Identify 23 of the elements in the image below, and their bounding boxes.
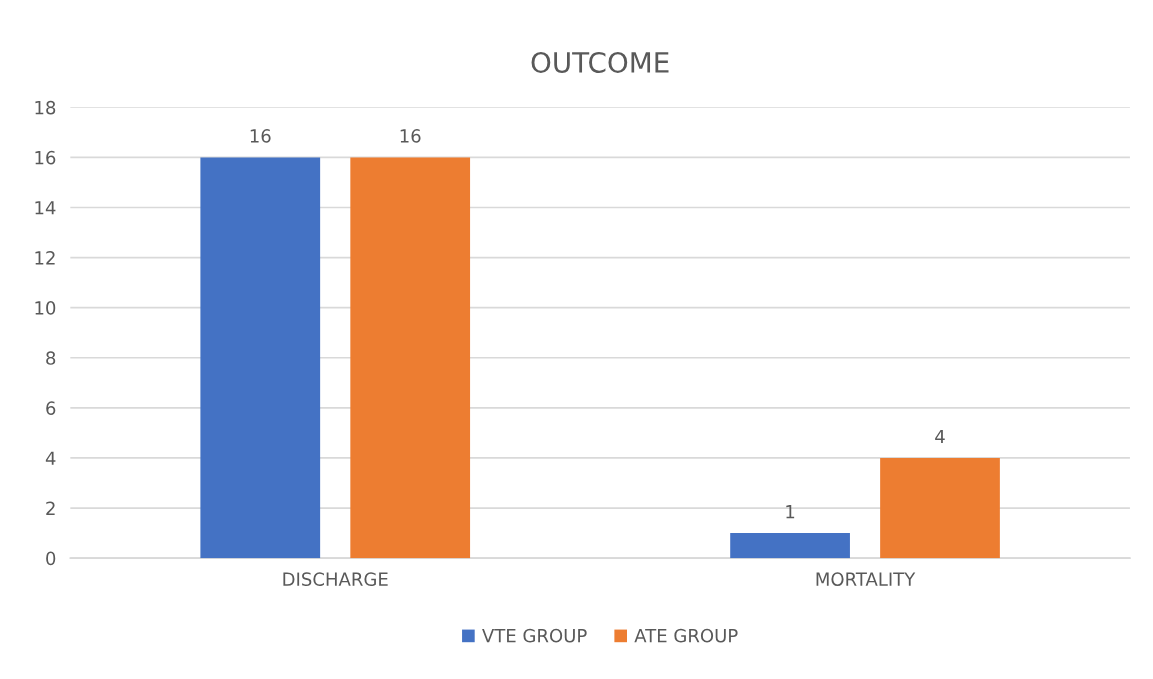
y-tick-label: 16 bbox=[35, 150, 56, 165]
y-tick-label: 10 bbox=[35, 301, 56, 315]
y-tick-label: 6 bbox=[46, 401, 56, 415]
data-label: 4 bbox=[935, 429, 945, 444]
y-tick-label: 4 bbox=[45, 451, 56, 465]
y-tick-label: 0 bbox=[46, 551, 56, 566]
legend-label: VTE GROUP bbox=[482, 628, 587, 643]
data-label: 1 bbox=[786, 505, 795, 519]
x-tick-label: DISCHARGE bbox=[283, 572, 388, 586]
bar bbox=[350, 157, 471, 559]
y-tick-label: 2 bbox=[46, 501, 55, 515]
legend-label: ATE GROUP bbox=[634, 628, 738, 643]
data-label: 16 bbox=[250, 129, 271, 143]
y-tick-label: 12 bbox=[35, 251, 55, 265]
chart-title: OUTCOME bbox=[531, 51, 669, 73]
bar bbox=[200, 157, 321, 559]
bar bbox=[730, 533, 850, 559]
y-tick-label: 14 bbox=[35, 201, 56, 215]
y-tick-label: 18 bbox=[35, 100, 56, 115]
data-label: 16 bbox=[400, 129, 421, 143]
bar bbox=[880, 457, 1000, 559]
x-tick-label: MORTALITY bbox=[816, 572, 916, 586]
y-tick-label: 8 bbox=[46, 351, 56, 365]
